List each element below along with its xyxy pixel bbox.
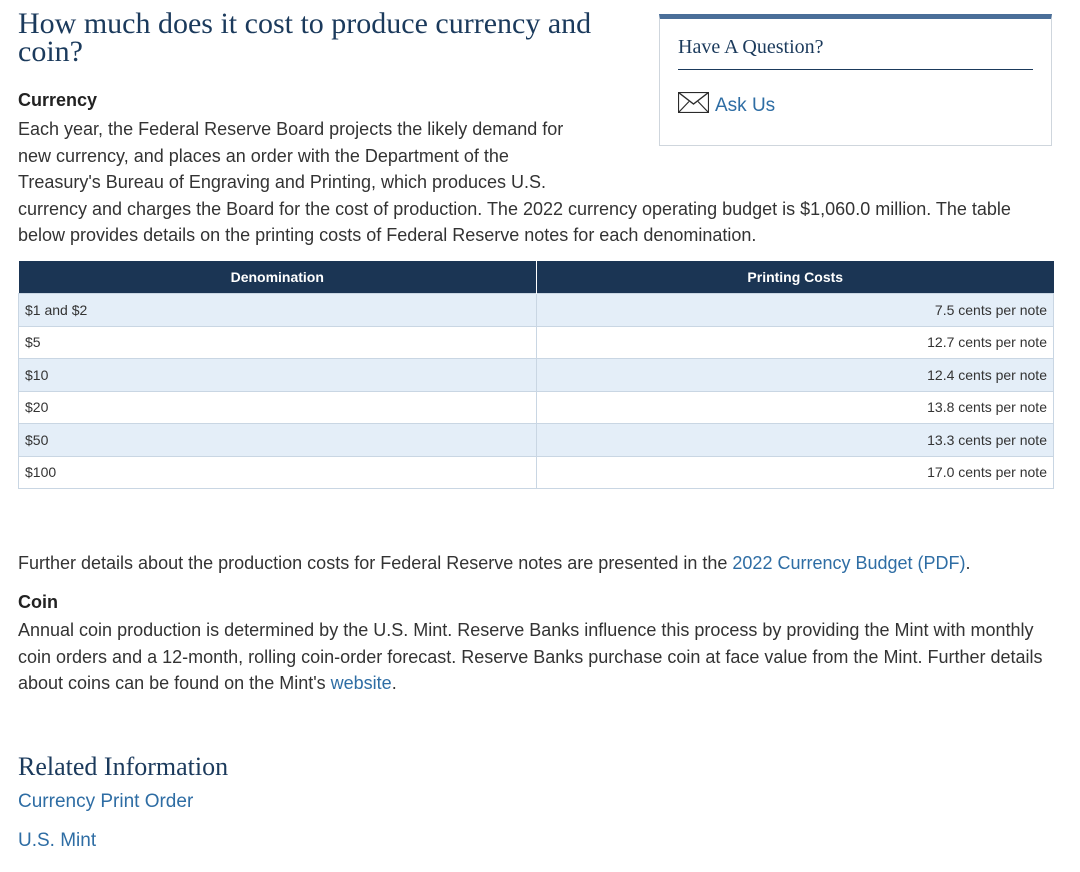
related-information-title: Related Information [18,752,229,781]
ask-us-label: Ask Us [715,94,776,116]
table-row: $10 12.4 cents per note [18,358,1054,392]
divider [678,69,1033,70]
column-header-denomination: Denomination [18,261,537,294]
have-a-question-box: Have A Question? Ask Us [659,14,1052,146]
envelope-icon [677,91,715,119]
mint-website-link[interactable]: website [330,673,392,693]
column-header-printing-costs: Printing Costs [536,261,1054,294]
coin-text: Annual coin production is determined by … [18,620,1043,693]
cost-cell: 13.3 cents per note [536,423,1054,457]
cost-cell: 12.4 cents per note [536,358,1054,392]
further-details-suffix: . [965,553,971,573]
coin-paragraph: Annual coin production is determined by … [18,617,1062,697]
currency-text-line: Each year, the Federal Reserve Board pro… [18,119,564,139]
us-mint-link[interactable]: U.S. Mint [18,830,97,851]
printing-costs-table: Denomination Printing Costs $1 and $2 7.… [18,261,1054,489]
table-row: $1 and $2 7.5 cents per note [18,293,1054,327]
currency-text-line: currency and charges the Board for the c… [18,198,1011,246]
page-title: How much does it cost to produce currenc… [18,7,592,68]
denomination-cell: $100 [18,455,537,489]
denomination-cell: $10 [18,358,537,392]
cost-cell: 7.5 cents per note [536,293,1054,327]
currency-budget-pdf-link[interactable]: 2022 Currency Budget (PDF) [732,553,966,573]
have-a-question-title: Have A Question? [678,36,824,58]
currency-paragraph: Each year, the Federal Reserve Board pro… [18,116,1058,249]
coin-heading: Coin [18,592,58,612]
denomination-cell: $20 [18,390,537,424]
cost-cell: 12.7 cents per note [536,325,1054,359]
cost-cell: 17.0 cents per note [536,455,1054,489]
table-row: $5 12.7 cents per note [18,325,1054,359]
coin-text-suffix: . [391,673,397,693]
ask-us-link[interactable]: Ask Us [677,91,776,119]
currency-print-order-link[interactable]: Currency Print Order [18,791,194,812]
further-details-paragraph: Further details about the production cos… [18,550,1062,577]
table-header-row: Denomination Printing Costs [18,261,1054,294]
further-details-text: Further details about the production cos… [18,553,733,573]
table-row: $100 17.0 cents per note [18,455,1054,489]
cost-cell: 13.8 cents per note [536,390,1054,424]
currency-text-line: new currency, and places an order with t… [18,145,509,166]
currency-heading: Currency [18,90,98,110]
denomination-cell: $1 and $2 [18,293,537,327]
currency-text-line: Treasury's Bureau of Engraving and Print… [18,172,547,192]
table-row: $50 13.3 cents per note [18,423,1054,457]
denomination-cell: $5 [18,325,537,359]
denomination-cell: $50 [18,423,537,457]
table-row: $20 13.8 cents per note [18,390,1054,424]
